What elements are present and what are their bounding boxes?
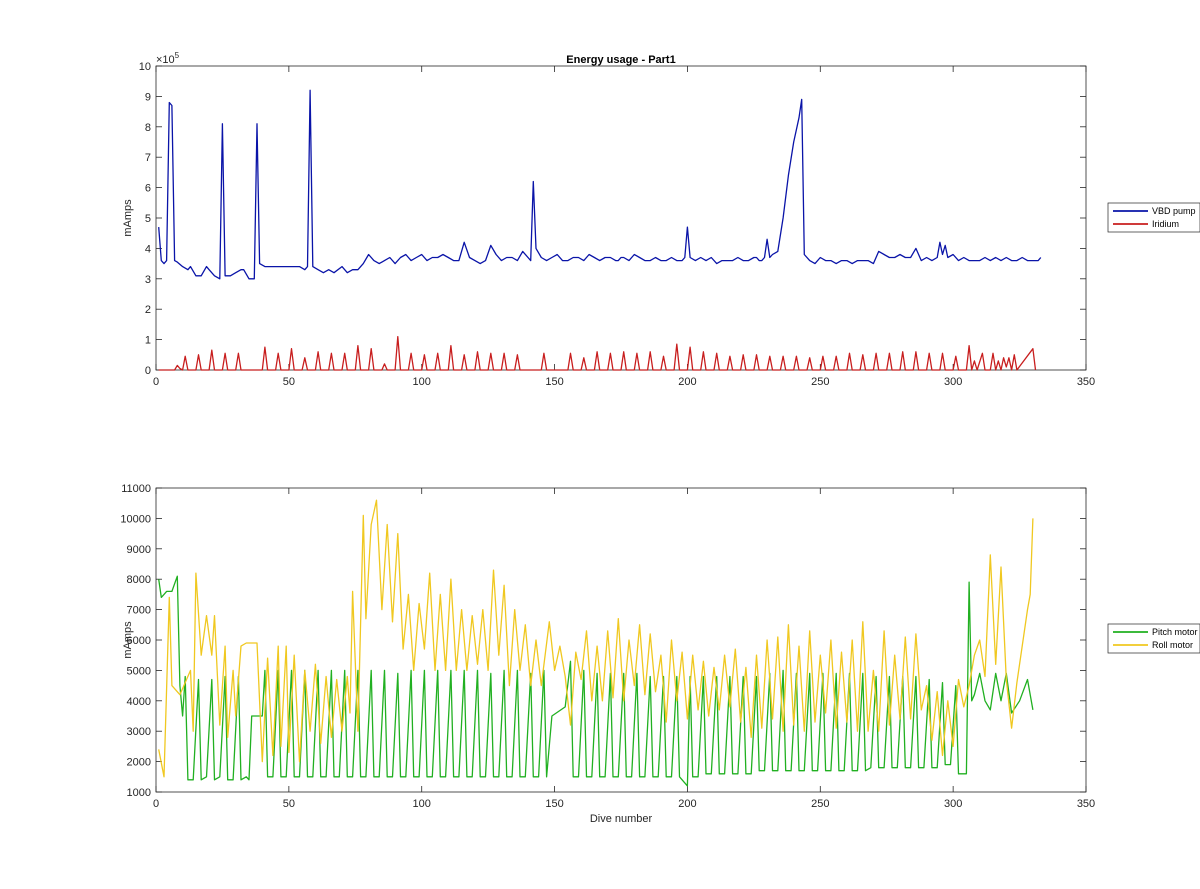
bottom-series-lines xyxy=(158,499,1034,787)
x-tick-label: 50 xyxy=(283,376,295,388)
x-tick-label: 350 xyxy=(1077,376,1095,388)
y-tick-label: 4000 xyxy=(127,696,151,708)
x-tick-label: 0 xyxy=(153,798,159,810)
x-tick-label: 100 xyxy=(413,376,431,388)
y-tick-label: 10000 xyxy=(120,513,151,525)
y-tick-label: 11000 xyxy=(121,483,151,495)
top-y-exponent-label: ×105 xyxy=(156,51,180,66)
x-tick-label: 200 xyxy=(678,376,696,388)
y-tick-label: 8000 xyxy=(127,574,151,586)
x-tick-label: 350 xyxy=(1077,798,1095,810)
x-tick-label: 250 xyxy=(811,376,829,388)
x-tick-label: 0 xyxy=(153,376,159,388)
y-tick-label: 6 xyxy=(145,183,151,195)
series-line-roll-motor xyxy=(158,499,1034,778)
x-tick-label: 300 xyxy=(944,376,962,388)
bottom-axis-ticks: 0 50 100 150 200 250 300 350 1000 2000 3000 4000 500… xyxy=(120,483,1095,810)
legend-entry: Iridium xyxy=(1152,219,1179,229)
y-tick-label: 10 xyxy=(139,61,151,73)
legend-entry: Pitch motor xyxy=(1152,627,1198,637)
y-tick-label: 1 xyxy=(145,335,151,347)
y-tick-label: 9 xyxy=(145,91,151,103)
y-tick-label: 3 xyxy=(145,274,151,286)
y-tick-label: 8 xyxy=(145,122,151,134)
y-tick-label: 7000 xyxy=(127,605,151,617)
x-tick-label: 150 xyxy=(545,376,563,388)
bottom-plot-area xyxy=(155,487,1087,793)
legend-box xyxy=(1107,202,1200,233)
y-tick-label: 9000 xyxy=(127,544,151,556)
y-tick-label: 0 xyxy=(145,365,151,377)
legend-entry: VBD pump xyxy=(1152,206,1196,216)
bottom-legend: Pitch motor Roll motor xyxy=(1107,623,1200,654)
top-y-axis-label: mAmps xyxy=(122,199,134,237)
top-y-exponent-power: 5 xyxy=(175,51,180,60)
y-tick-label: 7 xyxy=(145,152,151,164)
y-tick-label: 5 xyxy=(145,213,151,225)
series-line-pitch-motor xyxy=(158,575,1034,787)
series-line-iridium xyxy=(158,335,1037,371)
x-tick-label: 250 xyxy=(811,798,829,810)
y-tick-label: 4 xyxy=(145,243,151,255)
x-tick-label: 50 xyxy=(283,798,295,810)
y-tick-label: 3000 xyxy=(127,726,151,738)
x-tick-label: 100 xyxy=(413,798,431,810)
x-tick-label: 300 xyxy=(944,798,962,810)
x-tick-label: 200 xyxy=(678,798,696,810)
y-tick-label: 6000 xyxy=(127,635,151,647)
y-tick-label: 2000 xyxy=(127,757,151,769)
top-legend: VBD pump Iridium xyxy=(1107,202,1200,233)
legend-entry: Roll motor xyxy=(1152,640,1193,650)
y-tick-label: 5000 xyxy=(127,665,151,677)
y-tick-label: 2 xyxy=(145,304,151,316)
top-chart-title: Energy usage - Part1 xyxy=(566,54,675,66)
top-chart-panel: 0 50 100 150 200 250 300 350 0 1 2 3 4 5 6 7 8 9 10 Energy… xyxy=(122,51,1200,388)
top-axis-ticks: 0 50 100 150 200 250 300 350 0 1 2 3 4 5 6 7 8 9 10 xyxy=(139,61,1095,388)
legend-box xyxy=(1107,623,1200,654)
top-plot-area xyxy=(155,65,1087,371)
top-y-exponent-base: ×10 xyxy=(156,54,175,66)
series-line-vbd-pump xyxy=(158,89,1042,280)
top-series-lines xyxy=(158,89,1042,371)
y-tick-label: 1000 xyxy=(127,787,151,799)
bottom-x-axis-label: Dive number xyxy=(590,813,653,825)
bottom-chart-panel: 0 50 100 150 200 250 300 350 1000 2000 3000 4000 500… xyxy=(120,483,1200,825)
bottom-y-axis-label: mAmps xyxy=(122,621,134,659)
x-tick-label: 150 xyxy=(545,798,563,810)
